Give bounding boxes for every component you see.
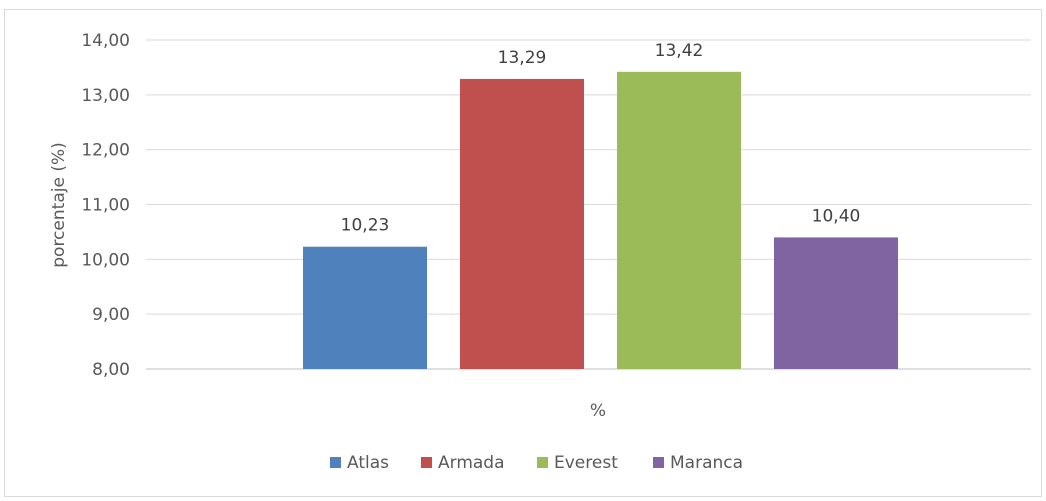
data-label-armada: 13,29 xyxy=(498,48,547,68)
y-axis-title: porcentaje (%) xyxy=(49,142,69,267)
legend-swatch-armada xyxy=(421,457,432,468)
legend-label-maranca: Maranca xyxy=(670,453,743,473)
data-label-atlas: 10,23 xyxy=(341,216,390,236)
legend-swatch-everest xyxy=(537,457,548,468)
y-tick-label: 11,00 xyxy=(81,196,130,216)
y-tick-label: 8,00 xyxy=(92,360,130,380)
bar-everest xyxy=(617,71,741,369)
y-tick-label: 9,00 xyxy=(92,305,130,325)
legend-swatch-maranca xyxy=(653,457,664,468)
bar-maranca xyxy=(774,237,898,369)
legend-label-everest: Everest xyxy=(554,453,618,473)
data-labels: 10,23 13,29 13,42 10,40 xyxy=(341,41,861,236)
y-tick-label: 13,00 xyxy=(81,86,130,106)
bar-atlas xyxy=(303,246,427,369)
data-label-everest: 13,42 xyxy=(655,41,704,61)
x-axis-title: % xyxy=(590,401,606,421)
legend-label-armada: Armada xyxy=(438,453,505,473)
y-tick-label: 12,00 xyxy=(81,141,130,161)
bar-armada xyxy=(460,78,584,369)
legend-swatch-atlas xyxy=(330,457,341,468)
legend: Atlas Armada Everest Maranca xyxy=(330,453,743,473)
data-label-maranca: 10,40 xyxy=(812,206,861,226)
y-tick-label: 10,00 xyxy=(81,250,130,270)
y-axis-ticks: 8,00 9,00 10,00 11,00 12,00 13,00 14,00 xyxy=(81,31,130,380)
bars xyxy=(303,71,898,369)
legend-label-atlas: Atlas xyxy=(347,453,389,473)
y-tick-label: 14,00 xyxy=(81,31,130,51)
gridlines xyxy=(146,39,1031,370)
